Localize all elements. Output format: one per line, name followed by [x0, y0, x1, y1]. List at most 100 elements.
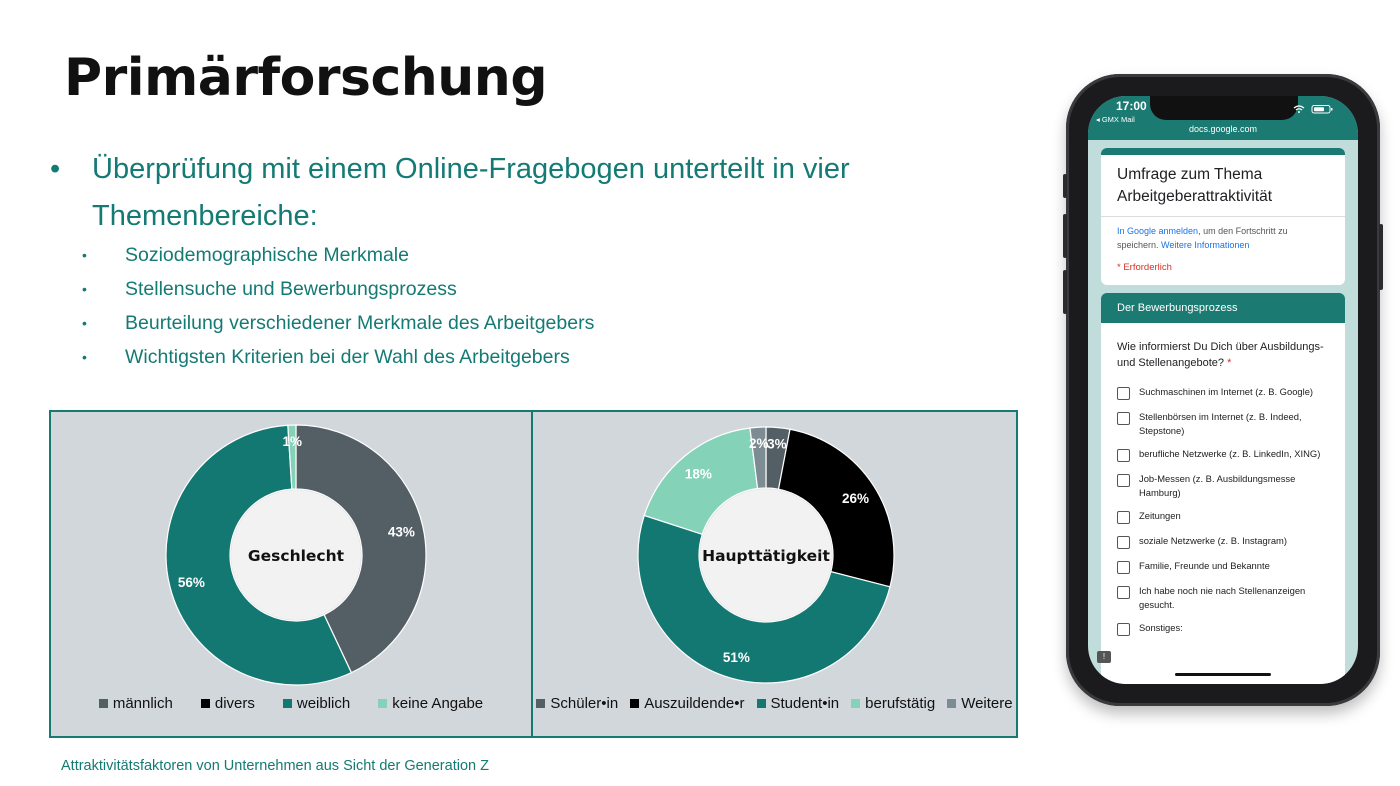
divider: [1101, 216, 1345, 217]
slide-title: Primärforschung: [64, 48, 548, 108]
browser-url[interactable]: docs.google.com: [1188, 124, 1258, 134]
phone-notch: [1150, 96, 1298, 120]
legend-label: Schüler•in: [550, 695, 619, 712]
donut-slice: [287, 424, 297, 490]
data-label: 26%: [842, 491, 869, 506]
checkbox[interactable]: [1117, 449, 1130, 462]
required-note: * Erforderlich: [1117, 262, 1172, 273]
donut-chart-haupttaetigkeit: 3% 26% 51% 18% 2% Haupttätigkeit: [637, 426, 895, 684]
legend-label: keine Angabe: [392, 695, 484, 712]
checkbox-label: Ich habe noch nie nach Stellenanzeigen g…: [1139, 585, 1306, 610]
chart-panel-geschlecht: 43% 56% 1% Geschlecht männlich divers weiblic…: [49, 410, 533, 738]
checkbox[interactable]: [1117, 474, 1130, 487]
bullet-dot: •: [82, 281, 87, 297]
signin-text: , um den Fortschritt zu speichern.: [1117, 226, 1288, 250]
legend-label: Auszuildende•r: [644, 695, 745, 712]
chart-legend-haupttaetigkeit: Schüler•in Auszuildende•r Student•in berufs…: [533, 695, 1016, 712]
legend-swatch: [200, 699, 210, 708]
checkbox-label: Zeitungen: [1139, 510, 1181, 521]
data-label: 3%: [767, 437, 787, 452]
status-bar: 17:00 ◂ GMX Mail docs.google.com: [1088, 96, 1358, 140]
data-label: 43%: [388, 524, 415, 539]
chart-legend-geschlecht: männlich divers weiblich keine Angabe: [51, 695, 531, 712]
legend-item: Student•in: [756, 695, 840, 712]
main-bullet-text: Überprüfung mit einem Online-Fragebogen …: [92, 153, 850, 232]
donut-slice: [295, 424, 427, 674]
donut-center: [700, 489, 832, 621]
donut-center: [231, 490, 361, 620]
legend-swatch: [756, 699, 766, 708]
legend-item: Weitere: [947, 695, 1013, 712]
phone-side-button: [1379, 224, 1383, 290]
wifi-battery-icon: [1293, 105, 1333, 114]
form-header-card: Umfrage zum Thema Arbeitgeberattraktivit…: [1101, 148, 1345, 285]
checkbox[interactable]: [1117, 586, 1130, 599]
legend-label: berufstätig: [865, 695, 936, 712]
bullet-dot: •: [82, 349, 87, 365]
legend-label: divers: [214, 695, 255, 712]
google-signin-link[interactable]: In Google anmelden: [1117, 226, 1199, 236]
legend-item: keine Angabe: [378, 695, 483, 712]
back-to-app-link[interactable]: ◂ GMX Mail: [1096, 115, 1135, 124]
legend-item: Schüler•in: [536, 695, 618, 712]
feedback-icon[interactable]: !: [1097, 651, 1111, 663]
checkbox-option[interactable]: berufliche Netzwerke (z. B. LinkedIn, XI…: [1117, 447, 1329, 462]
legend-swatch: [947, 699, 957, 708]
question-text: Wie informierst Du Dich über Ausbildungs…: [1117, 339, 1329, 371]
donut-slice: [777, 428, 895, 588]
legend-item: männlich: [98, 695, 173, 712]
data-label: 51%: [723, 650, 750, 665]
checkbox-label: Job-Messen (z. B. Ausbildungsmesse Hambu…: [1139, 473, 1296, 498]
donut-slice: [749, 426, 767, 490]
legend-item: divers: [200, 695, 255, 712]
checkbox[interactable]: [1117, 412, 1130, 425]
checkbox[interactable]: [1117, 623, 1130, 636]
legend-label: Weitere: [961, 695, 1013, 712]
checkbox-label: Familie, Freunde und Bekannte: [1139, 560, 1270, 571]
checkbox-option[interactable]: Suchmaschinen im Internet (z. B. Google): [1117, 385, 1329, 400]
signin-note: In Google anmelden, um den Fortschritt z…: [1101, 217, 1345, 252]
checkbox[interactable]: [1117, 561, 1130, 574]
sub-bullet-text: Beurteilung verschiedener Merkmale des A…: [125, 312, 595, 334]
legend-item: weiblich: [282, 695, 351, 712]
checkbox-option[interactable]: Sonstiges:: [1117, 621, 1329, 636]
legend-item: berufstätig: [851, 695, 935, 712]
home-indicator[interactable]: [1175, 673, 1271, 676]
slide-footer: Attraktivitätsfaktoren von Unternehmen a…: [61, 758, 489, 774]
checkbox-option[interactable]: Zeitungen: [1117, 509, 1329, 524]
more-info-link[interactable]: Weitere Informationen: [1161, 240, 1250, 250]
checkbox-option[interactable]: soziale Netzwerke (z. B. Instagram): [1117, 534, 1329, 549]
legend-swatch: [378, 699, 388, 708]
card-accent-bar: [1101, 148, 1345, 155]
sub-bullet-text: Soziodemographische Merkmale: [125, 244, 409, 266]
checkbox-option[interactable]: Ich habe noch nie nach Stellenanzeigen g…: [1117, 584, 1329, 611]
checkbox[interactable]: [1117, 511, 1130, 524]
checkbox-label: Sonstiges:: [1139, 622, 1183, 633]
checkbox-label: soziale Netzwerke (z. B. Instagram): [1139, 535, 1287, 546]
legend-label: Student•in: [770, 695, 840, 712]
checkbox-option[interactable]: Stellenbörsen im Internet (z. B. Indeed,…: [1117, 410, 1329, 437]
checkbox-option[interactable]: Familie, Freunde und Bekannte: [1117, 559, 1329, 574]
checkbox-option[interactable]: Job-Messen (z. B. Ausbildungsmesse Hambu…: [1117, 472, 1329, 499]
phone-mockup: 17:00 ◂ GMX Mail docs.google.com Umfrage…: [1063, 74, 1383, 706]
legend-swatch: [630, 699, 640, 708]
donut-center-label: Geschlecht: [248, 547, 345, 565]
phone-side-button: [1063, 214, 1067, 258]
checkbox-label: berufliche Netzwerke (z. B. LinkedIn, XI…: [1139, 448, 1321, 459]
bullet-dot: •: [50, 153, 61, 185]
donut-slice: [637, 514, 891, 684]
checkbox-label: Suchmaschinen im Internet (z. B. Google): [1139, 386, 1314, 397]
checkbox-options: Suchmaschinen im Internet (z. B. Google)…: [1117, 385, 1329, 636]
legend-label: männlich: [112, 695, 173, 712]
legend-label: weiblich: [296, 695, 351, 712]
sub-bullet-text: Wichtigsten Kriterien bei der Wahl des A…: [125, 346, 570, 368]
checkbox[interactable]: [1117, 387, 1130, 400]
google-form: Umfrage zum Thema Arbeitgeberattraktivit…: [1101, 148, 1345, 684]
legend-swatch: [98, 699, 108, 708]
question-card: Wie informierst Du Dich über Ausbildungs…: [1101, 323, 1345, 684]
phone-screen: 17:00 ◂ GMX Mail docs.google.com Umfrage…: [1088, 96, 1358, 684]
bullet-dot: •: [82, 247, 87, 263]
phone-side-button: [1063, 174, 1067, 198]
checkbox[interactable]: [1117, 536, 1130, 549]
section-header: Der Bewerbungsprozess: [1101, 293, 1345, 323]
